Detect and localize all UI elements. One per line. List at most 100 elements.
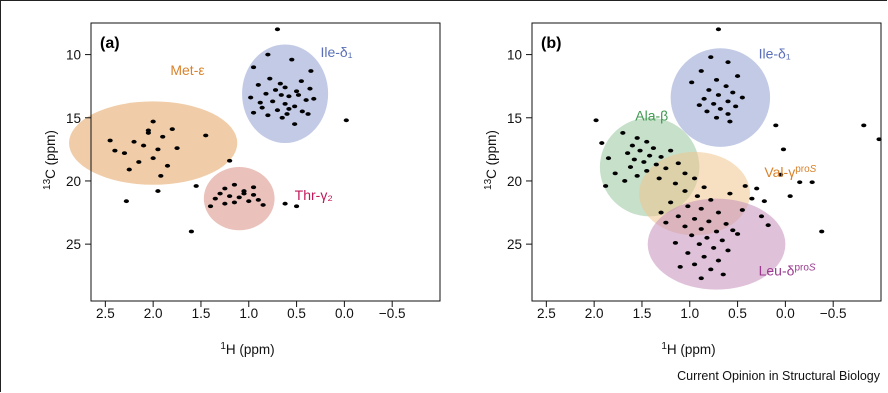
data-point <box>295 93 302 97</box>
data-point <box>634 136 640 140</box>
data-point <box>650 146 657 151</box>
data-point <box>725 60 731 65</box>
data-point <box>272 88 279 92</box>
data-point <box>150 156 156 161</box>
data-point <box>255 83 261 87</box>
data-point <box>620 131 626 135</box>
x-axis-title: 1H (ppm) <box>661 341 715 358</box>
data-point <box>155 189 161 193</box>
data-point <box>622 179 628 183</box>
data-point <box>711 246 717 250</box>
data-point <box>698 69 704 73</box>
data-point <box>637 148 643 153</box>
y-tick-label: 15 <box>66 111 81 126</box>
data-point <box>691 216 698 221</box>
data-point <box>713 115 720 120</box>
data-point <box>723 84 729 89</box>
panel-b: Ile-δ₁ Ala-β Val-γproS Leu-δproS (b) 2.5 2.0 1.… <box>483 22 882 358</box>
plot-frame <box>90 22 441 302</box>
data-point <box>708 55 714 60</box>
data-point <box>861 123 867 128</box>
data-point <box>733 104 739 109</box>
data-point <box>701 254 707 259</box>
x-tick-label: 2.5 <box>96 306 115 321</box>
data-point <box>278 93 284 97</box>
data-point <box>713 229 720 234</box>
plot-frame <box>531 22 882 302</box>
data-point <box>286 107 292 111</box>
data-point <box>250 192 257 197</box>
data-point <box>725 248 731 253</box>
data-point <box>704 109 710 114</box>
data-point <box>207 204 214 209</box>
x-tick-label: 0.5 <box>728 306 747 321</box>
data-point <box>701 96 707 101</box>
data-point <box>644 168 650 173</box>
data-point <box>677 264 683 269</box>
data-point <box>727 119 733 124</box>
data-point <box>193 184 199 188</box>
data-point <box>749 196 755 201</box>
data-point <box>270 99 276 104</box>
data-point <box>250 65 257 70</box>
data-point <box>725 112 731 116</box>
y-axis-title: 13C (ppm) <box>42 130 59 190</box>
data-point <box>778 172 784 177</box>
data-point <box>717 107 723 111</box>
data-point <box>761 199 767 204</box>
data-point <box>653 162 659 167</box>
data-point <box>255 198 261 202</box>
x-tick-label: 1.0 <box>239 306 258 321</box>
data-point <box>605 156 612 161</box>
data-point <box>694 194 701 199</box>
data-point <box>250 110 257 115</box>
data-point <box>257 100 263 105</box>
data-point <box>250 185 257 190</box>
data-point <box>773 123 779 128</box>
panel-label: (b) <box>541 35 561 52</box>
data-point <box>730 90 736 95</box>
data-point <box>203 133 209 138</box>
data-point <box>227 158 233 163</box>
data-point <box>603 184 609 188</box>
data-point <box>231 182 238 187</box>
data-point <box>263 91 269 96</box>
data-point <box>668 200 674 205</box>
data-point <box>293 89 300 94</box>
data-point <box>277 81 283 86</box>
data-point <box>685 204 691 209</box>
data-point <box>126 167 132 172</box>
data-point <box>723 222 729 226</box>
data-point <box>248 95 254 100</box>
data-point <box>713 77 720 82</box>
data-point <box>282 201 288 206</box>
data-point <box>282 85 288 90</box>
x-tick-label: 0.0 <box>335 306 354 321</box>
data-point <box>647 153 653 158</box>
x-tick-label: 0.5 <box>287 306 306 321</box>
data-point <box>299 109 305 114</box>
data-point <box>715 210 722 215</box>
data-point <box>734 74 741 78</box>
data-point <box>682 189 688 193</box>
data-point <box>279 115 285 120</box>
data-point <box>663 220 669 225</box>
data-point <box>121 151 128 156</box>
data-point <box>217 191 223 196</box>
data-point <box>227 194 233 199</box>
y-axis-title: 13C (ppm) <box>483 130 500 190</box>
region-ellipse <box>242 44 329 144</box>
data-point <box>241 191 247 196</box>
data-point <box>259 105 265 110</box>
region-label: Leu-δproS <box>759 262 816 279</box>
data-point <box>696 242 702 247</box>
data-point <box>274 108 281 113</box>
data-point <box>715 27 722 32</box>
x-tick-label: 1.0 <box>680 306 699 321</box>
data-point <box>656 176 662 181</box>
data-point <box>236 195 242 200</box>
region-ellipse <box>69 101 238 185</box>
data-point <box>123 199 129 204</box>
data-point <box>286 94 292 99</box>
